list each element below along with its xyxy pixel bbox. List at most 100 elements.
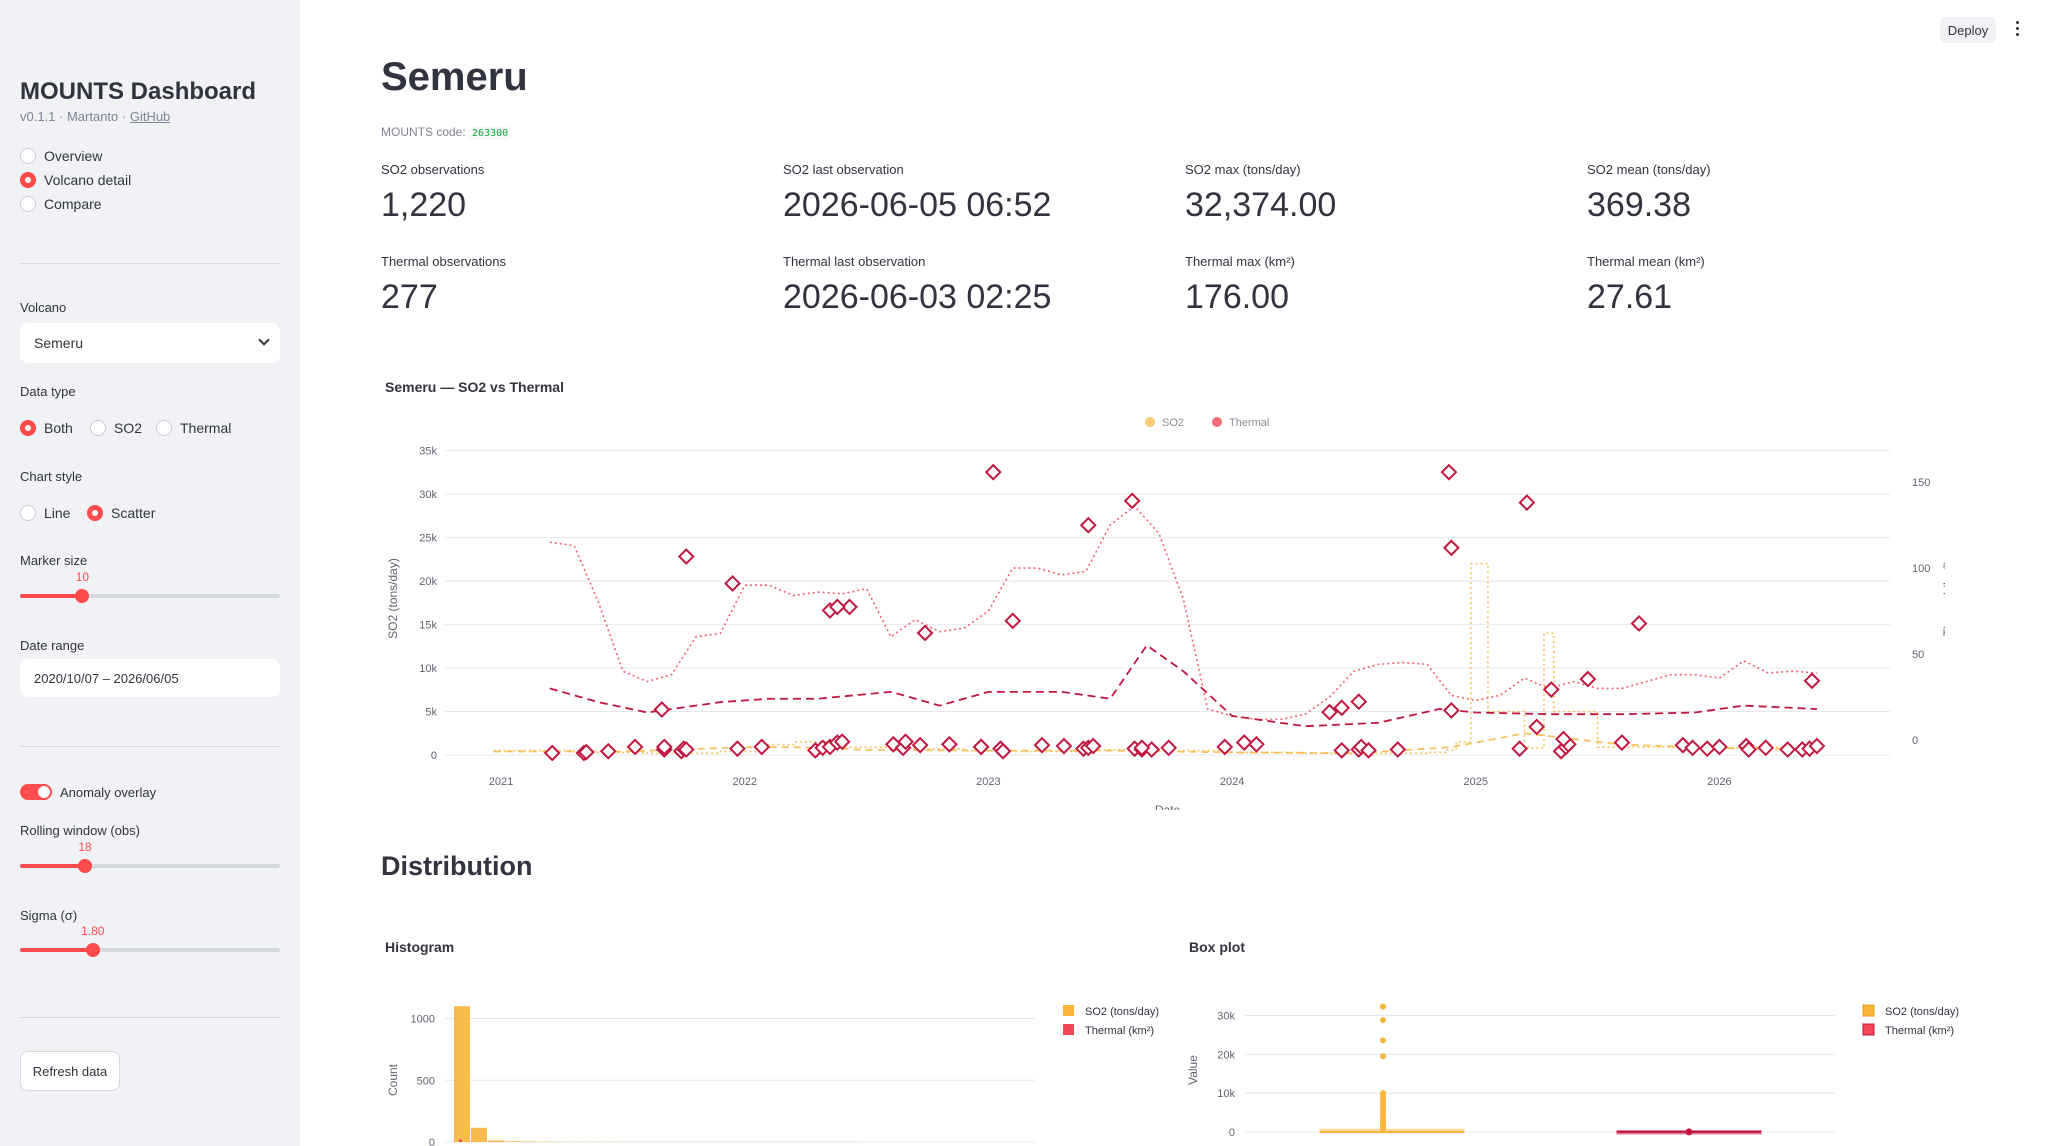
anomaly-marker: [1511, 740, 1529, 758]
rolling-window-slider[interactable]: 18: [20, 840, 280, 873]
metric-value-so2-max: 32,374.00: [1185, 186, 1337, 224]
y-tick-label: 0: [431, 750, 437, 762]
rolling-window-fill: [20, 864, 85, 868]
anomaly-marker: [1630, 615, 1648, 632]
anomaly-marker: [1133, 739, 1151, 757]
marker-size-slider[interactable]: 10: [20, 570, 280, 603]
version-text: v0.1.1 · Martanto ·: [20, 109, 130, 124]
anomaly-marker: [677, 548, 695, 565]
data-type-label: Data type: [20, 384, 76, 399]
anomaly-marker: [940, 735, 958, 753]
legend-so2-label: SO2 (tons/day): [1885, 1006, 1959, 1018]
chart-style-line[interactable]: Line: [20, 503, 70, 523]
anomaly-marker: [911, 736, 929, 754]
anomaly-marker: [1803, 672, 1821, 690]
y-tick-label: 25k: [419, 533, 437, 545]
histogram-bar-so2: [471, 1127, 487, 1142]
kebab-menu-icon[interactable]: [2016, 20, 2020, 40]
data-type-both[interactable]: Both: [20, 418, 73, 438]
radio-so2[interactable]: [90, 420, 106, 436]
histogram-chart[interactable]: 0 500 1000 Count SO2 (tons/day) Thermal (km²): [375, 990, 1175, 1146]
y-axis-label: SO2 (tons/day): [386, 558, 400, 639]
radio-scatter[interactable]: [87, 505, 103, 521]
nav-compare[interactable]: Compare: [20, 194, 102, 214]
boxplot-chart[interactable]: 0 10k 20k 30k Value SO2 (tons/day) Thermal (km…: [1175, 990, 1995, 1146]
metric-label-so2-observations: SO2 observations: [381, 162, 485, 177]
metric-value-so2-mean: 369.38: [1587, 186, 1691, 224]
refresh-data-button[interactable]: Refresh data: [20, 1051, 120, 1091]
y2-tick-label: 0: [1912, 735, 1918, 747]
anomaly-marker: [1613, 734, 1631, 751]
nav-overview-label: Overview: [44, 148, 103, 164]
data-type-so2[interactable]: SO2: [90, 418, 142, 438]
legend-thermal-marker: [1063, 1024, 1074, 1035]
chart-style-scatter[interactable]: Scatter: [87, 503, 155, 523]
date-range-input[interactable]: 2020/10/07 – 2026/06/05: [20, 659, 280, 697]
anomaly-marker: [728, 740, 746, 758]
legend-so2-label: SO2: [1162, 417, 1184, 429]
anomaly-marker: [1033, 736, 1051, 754]
marker-size-thumb[interactable]: [75, 589, 90, 603]
anomaly-marker: [599, 742, 617, 760]
anomaly-marker: [1079, 516, 1097, 534]
rolling-window-thumb[interactable]: [78, 859, 92, 873]
radio-both[interactable]: [20, 420, 36, 436]
radio-volcano-detail[interactable]: [20, 172, 36, 188]
legend-thermal-marker: [1212, 417, 1222, 427]
y-axis-label: Count: [386, 1063, 400, 1096]
y-tick-label: 20k: [1217, 1049, 1235, 1061]
x-tick-label: 2024: [1220, 776, 1244, 788]
sigma-fill: [20, 948, 93, 952]
sidebar-version: v0.1.1 · Martanto · GitHub: [20, 109, 170, 124]
anomaly-marker: [724, 575, 741, 592]
anomaly-overlay-toggle[interactable]: [20, 784, 52, 800]
volcano-select[interactable]: Semeru: [20, 323, 280, 363]
rolling-window-value: 18: [78, 840, 92, 854]
radio-thermal[interactable]: [156, 420, 172, 436]
anomaly-marker: [1757, 739, 1775, 757]
anomaly-marker: [1442, 701, 1460, 719]
metric-label-thermal-max: Thermal max (km²): [1185, 254, 1295, 269]
sigma-thumb[interactable]: [85, 943, 100, 957]
sigma-label: Sigma (σ): [20, 908, 78, 923]
anomaly-marker: [828, 598, 846, 616]
radio-line[interactable]: [20, 505, 36, 521]
radio-compare[interactable]: [20, 196, 36, 212]
metric-label-so2-last: SO2 last observation: [783, 162, 904, 177]
anomaly-marker: [897, 733, 914, 751]
legend-so2-label: SO2 (tons/day): [1085, 1006, 1159, 1018]
x-tick-label: 2022: [732, 776, 756, 788]
metric-label-thermal-last: Thermal last observation: [783, 254, 926, 269]
x-tick-label: 2025: [1464, 776, 1488, 788]
metric-value-so2-observations: 1,220: [381, 186, 467, 224]
nav-overview[interactable]: Overview: [20, 146, 102, 166]
anomaly-marker: [1779, 741, 1797, 758]
deploy-button[interactable]: Deploy: [1940, 17, 1996, 43]
thermal-series-line: [549, 505, 1817, 721]
nav-volcano-detail[interactable]: Volcano detail: [20, 170, 131, 190]
data-type-thermal[interactable]: Thermal: [156, 418, 231, 438]
anomaly-marker: [1542, 681, 1560, 698]
anomaly-marker: [1333, 741, 1351, 759]
sigma-slider[interactable]: 1.80: [20, 924, 280, 957]
marker-size-value: 10: [75, 570, 90, 584]
anomaly-marker: [1235, 734, 1253, 751]
anomaly-marker: [1352, 738, 1370, 756]
so2-thermal-chart[interactable]: 0 5k 10k 15k 20k 25k 30k 35k 0 50 100 150 2021 2022 20…: [375, 400, 1945, 810]
box-outlier: [1380, 1053, 1386, 1060]
anomaly-marker: [1528, 718, 1546, 736]
rolling-window-label: Rolling window (obs): [20, 823, 140, 838]
anomaly-marker: [1698, 740, 1716, 758]
metric-value-thermal-max: 176.00: [1185, 278, 1289, 316]
marker-size-label: Marker size: [20, 553, 88, 568]
mounts-code: MOUNTS code: 263300: [381, 125, 512, 140]
legend-thermal-label: Thermal (km²): [1885, 1025, 1954, 1037]
y2-tick-label: 100: [1912, 563, 1930, 575]
box-outlier: [1380, 1003, 1386, 1010]
y2-axis-label: Thermal (km²): [1941, 561, 1945, 636]
anomaly-marker: [653, 701, 671, 718]
nav-compare-label: Compare: [44, 196, 102, 212]
github-link[interactable]: GitHub: [129, 109, 171, 124]
radio-overview[interactable]: [20, 148, 36, 164]
anomaly-marker: [1123, 492, 1141, 510]
